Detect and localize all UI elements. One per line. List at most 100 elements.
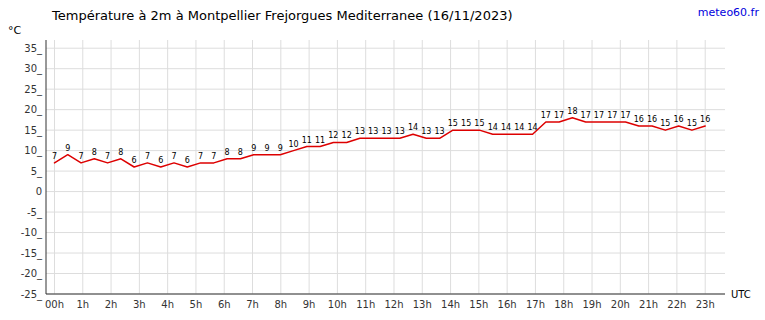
x-tick-label: 4h [161,299,174,310]
grid-line [46,253,725,254]
grid-line [422,40,423,294]
grid-line [46,89,725,90]
data-label: 18 [567,107,577,116]
data-label: 14 [408,123,418,132]
y-tick-label: 10_ [24,145,43,157]
data-label: 12 [342,131,352,140]
grid-line [563,40,564,294]
x-tick-label: 20h [611,299,630,310]
y-tick-label: -20_ [21,268,43,280]
data-label: 9 [278,144,283,153]
data-label: 15 [687,119,697,128]
grid-line [393,40,394,294]
chart: -25_-20_-15_-10_-5_05_10_15_20_25_30_35_… [0,0,765,320]
data-label: 15 [448,119,458,128]
data-label: 17 [620,111,630,120]
x-tick-label: 15h [469,299,488,310]
grid-line [82,40,83,294]
data-label: 16 [674,115,684,124]
grid-line [535,40,536,294]
y-tick-label: 20_ [24,104,43,116]
data-label: 12 [328,131,338,140]
x-tick-label: 6h [218,299,231,310]
grid-line [46,273,725,274]
data-label: 16 [700,115,710,124]
grid-line [46,212,725,213]
grid-line [676,40,677,294]
y-tick-label: 5_ [31,166,43,178]
grid-line [167,40,168,294]
y-tick-label: -5_ [27,207,43,219]
temperature-line [54,118,705,167]
data-label: 16 [647,115,657,124]
data-label: 15 [474,119,484,128]
x-tick-label: 5h [190,299,203,310]
data-label: 8 [92,148,97,157]
grid-line [195,40,196,294]
data-label: 13 [395,127,405,136]
x-tick-label: 10h [328,299,347,310]
data-label: 7 [105,152,110,161]
x-tick-label: 16h [498,299,517,310]
y-tick-label: -25_ [21,289,43,301]
grid-line [620,40,621,294]
data-label: 14 [527,123,537,132]
x-tick-label: 1h [76,299,89,310]
data-label: 11 [315,136,325,145]
grid-line [478,40,479,294]
y-axis-label: °C [8,24,22,37]
grid-line [139,40,140,294]
data-label: 13 [368,127,378,136]
x-axis [46,294,725,295]
y-axis [46,40,47,294]
watermark: meteo60.fr [698,6,760,19]
grid-line [252,40,253,294]
x-axis-label: UTC [731,289,751,300]
grid-line [46,294,725,295]
x-tick-label: 19h [582,299,601,310]
grid-line [46,171,725,172]
x-tick-label: 9h [303,299,316,310]
data-label: 10 [288,140,298,149]
x-tick-label: 11h [356,299,375,310]
y-tick-label: 15_ [24,125,43,137]
y-tick-label: 25_ [24,84,43,96]
data-labels: 7978786767677889991011111212131313131413… [52,107,710,165]
grid [46,40,725,294]
data-label: 14 [514,123,524,132]
x-tick-label: 2h [105,299,118,310]
data-label: 17 [581,111,591,120]
grid-line [224,40,225,294]
grid-line [46,232,725,233]
x-tick-label: 13h [413,299,432,310]
data-label: 9 [65,144,70,153]
data-label: 7 [198,152,203,161]
grid-line [54,40,55,294]
x-tick-label: 3h [133,299,146,310]
data-label: 17 [607,111,617,120]
data-label: 6 [132,156,137,165]
grid-line [592,40,593,294]
x-tick-label: 17h [526,299,545,310]
data-label: 15 [660,119,670,128]
data-label: 7 [171,152,176,161]
data-label: 8 [225,148,230,157]
data-label: 14 [501,123,511,132]
grid-line [705,40,706,294]
data-label: 6 [185,156,190,165]
grid-line [309,40,310,294]
y-tick-label: -10_ [21,227,43,239]
grid-line [365,40,366,294]
x-tick-label: 21h [639,299,658,310]
x-tick-label: 14h [441,299,460,310]
plot-area [54,118,705,167]
data-label: 7 [79,152,84,161]
x-tick-label: 23h [696,299,715,310]
x-tick-label: 7h [246,299,259,310]
data-label: 13 [421,127,431,136]
data-label: 11 [302,136,312,145]
data-label: 8 [238,148,243,157]
data-label: 16 [634,115,644,124]
data-label: 17 [541,111,551,120]
data-label: 15 [461,119,471,128]
